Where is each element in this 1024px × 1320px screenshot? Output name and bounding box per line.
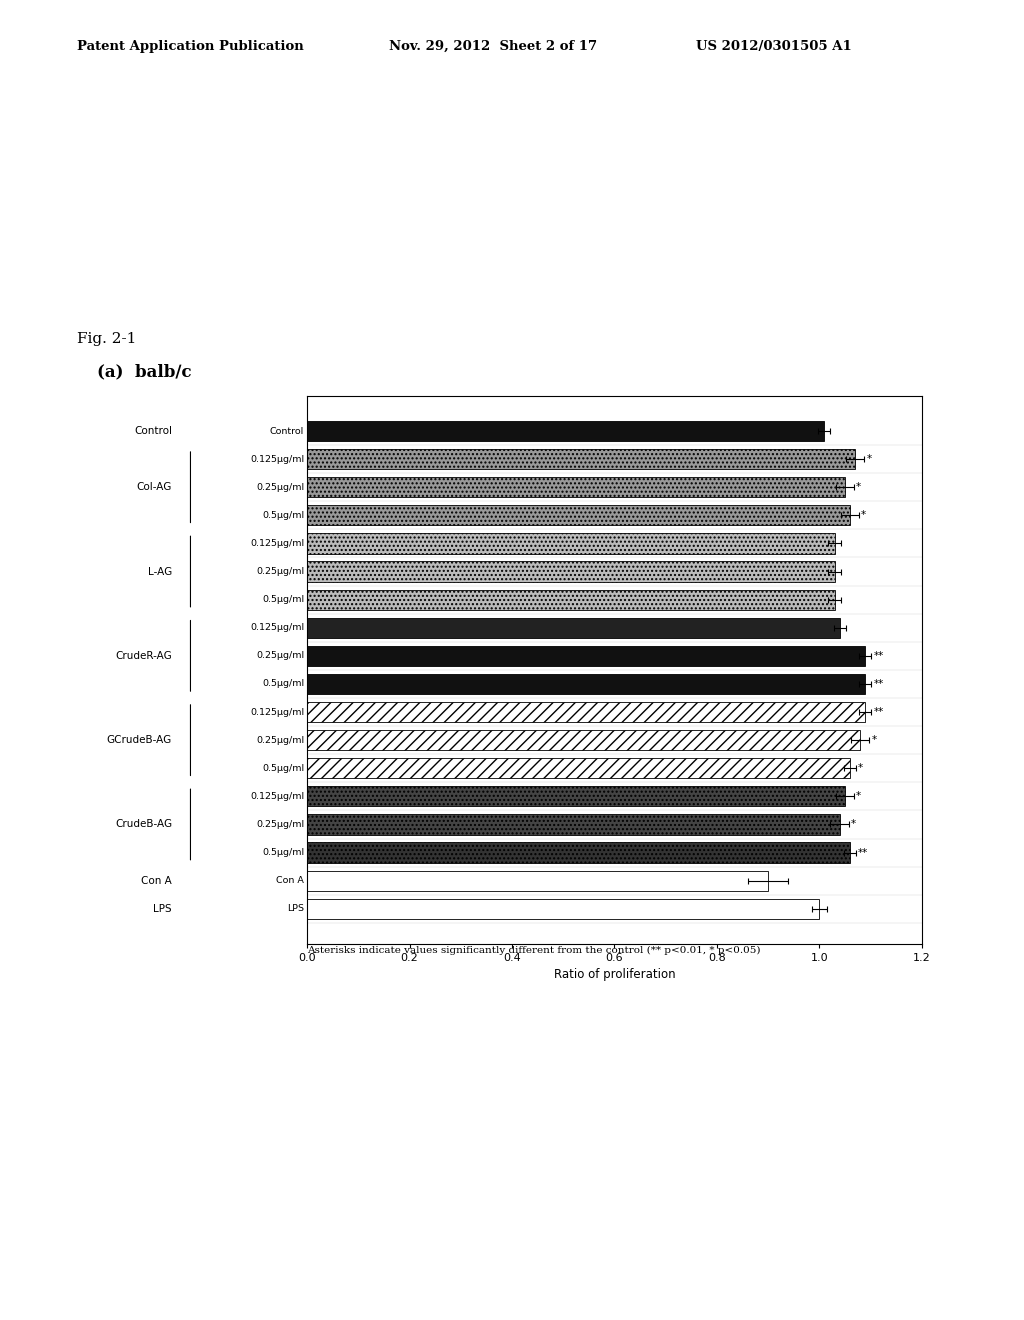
Text: 0.5μg/ml: 0.5μg/ml [262,595,304,605]
Text: L-AG: L-AG [147,566,172,577]
Text: 0.125μg/ml: 0.125μg/ml [250,792,304,801]
Text: Control: Control [134,426,172,436]
Text: *: * [856,792,861,801]
Bar [307,787,845,807]
Bar [307,477,845,498]
Bar [307,673,865,694]
Bar [307,590,835,610]
Text: LPS: LPS [287,904,304,913]
Bar [307,618,840,638]
Text: Fig. 2-1: Fig. 2-1 [77,333,136,346]
Text: **: ** [858,847,868,858]
Bar [307,871,768,891]
Text: **: ** [873,708,884,717]
Bar [307,814,840,834]
Text: 0.5μg/ml: 0.5μg/ml [262,764,304,772]
Text: 0.25μg/ml: 0.25μg/ml [256,820,304,829]
Text: *: * [856,482,861,492]
Text: *: * [871,735,877,746]
Bar [307,899,819,919]
Text: **: ** [873,678,884,689]
Bar [307,842,850,863]
Text: 0.25μg/ml: 0.25μg/ml [256,651,304,660]
Text: 0.125μg/ml: 0.125μg/ml [250,454,304,463]
Text: **: ** [873,651,884,661]
Bar [307,506,850,525]
Bar [307,533,835,553]
Text: 0.25μg/ml: 0.25μg/ml [256,568,304,576]
Text: *: * [866,454,871,465]
Text: *: * [851,820,856,829]
Text: *: * [861,511,866,520]
Text: 0.25μg/ml: 0.25μg/ml [256,483,304,492]
Text: Asterisks indicate values significantly different from the control (** p<0.01, *: Asterisks indicate values significantly … [307,946,761,956]
Text: Con A: Con A [141,875,172,886]
Bar [307,449,855,469]
Bar [307,421,824,441]
X-axis label: Ratio of proliferation: Ratio of proliferation [554,969,675,981]
Text: 0.5μg/ml: 0.5μg/ml [262,680,304,689]
Text: Con A: Con A [276,876,304,886]
Text: 0.125μg/ml: 0.125μg/ml [250,708,304,717]
Text: Col-AG: Col-AG [136,482,172,492]
Text: LPS: LPS [154,904,172,913]
Text: Patent Application Publication: Patent Application Publication [77,40,303,53]
Text: Nov. 29, 2012  Sheet 2 of 17: Nov. 29, 2012 Sheet 2 of 17 [389,40,597,53]
Text: GCrudeB-AG: GCrudeB-AG [106,735,172,746]
Text: 0.125μg/ml: 0.125μg/ml [250,623,304,632]
Text: Control: Control [270,426,304,436]
Bar [307,645,865,667]
Text: CrudeB-AG: CrudeB-AG [115,820,172,829]
Bar [307,758,850,779]
Text: *: * [858,763,863,774]
Text: (a)  balb∕c: (a) balb∕c [97,363,191,380]
Text: 0.125μg/ml: 0.125μg/ml [250,539,304,548]
Text: US 2012/0301505 A1: US 2012/0301505 A1 [696,40,852,53]
Bar [307,561,835,582]
Text: 0.5μg/ml: 0.5μg/ml [262,847,304,857]
Bar [307,730,860,750]
Text: 0.5μg/ml: 0.5μg/ml [262,511,304,520]
Text: CrudeR-AG: CrudeR-AG [116,651,172,661]
Text: 0.25μg/ml: 0.25μg/ml [256,735,304,744]
Bar [307,702,865,722]
